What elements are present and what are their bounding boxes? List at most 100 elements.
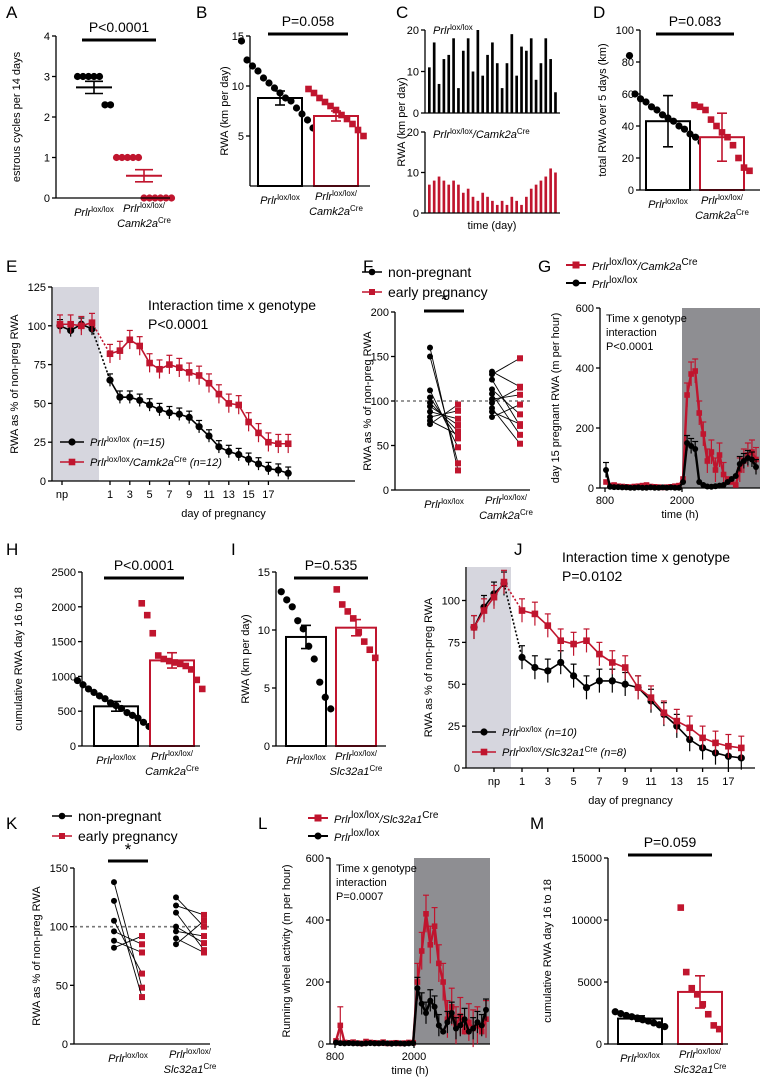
legend-label: non-pregnant [78, 808, 161, 824]
data-point [583, 637, 590, 644]
data-point [265, 79, 273, 87]
pair-line [113, 930, 143, 945]
gene-label-part: lox/lox/ [352, 749, 378, 758]
data-point [345, 1040, 352, 1047]
legend-label: early pregnancy [388, 284, 488, 300]
gene-label-part: Prlr [701, 195, 719, 207]
x-tick-label: 1 [519, 776, 525, 788]
data-point [544, 622, 552, 629]
x-tick-label: 7 [596, 776, 602, 788]
gene-label-part: Cre [186, 764, 199, 773]
gene-label: Prlrlox/lox [620, 1051, 660, 1066]
data-point [478, 1022, 485, 1029]
data-point [675, 484, 682, 491]
y-tick-label: 10 [407, 67, 419, 79]
data-point [729, 141, 737, 149]
data-point [90, 688, 98, 697]
data-point [195, 423, 203, 431]
data-point [436, 960, 442, 967]
data-point [455, 407, 461, 414]
y-tick-label: 0 [40, 476, 46, 488]
y-tick-label: 5 [264, 683, 270, 695]
data-point [675, 122, 683, 130]
p-value: P=0.059 [644, 834, 697, 850]
data-point [621, 680, 629, 688]
gene-label-part: lox/lox/ [502, 493, 528, 502]
y-tick-label: 4 [44, 31, 50, 43]
data-point [337, 1022, 344, 1029]
data-point [453, 1025, 459, 1032]
y-tick-label: 2500 [52, 567, 76, 579]
p-value: P=0.083 [669, 13, 722, 29]
data-point [710, 1022, 718, 1029]
legend-marker [68, 458, 76, 466]
data-point [79, 72, 87, 81]
gene-label-part: lox/lox/ [332, 189, 358, 198]
pair-line [429, 397, 459, 439]
y-tick-label: 100 [616, 25, 634, 37]
bar [505, 204, 509, 213]
data-point [254, 67, 262, 75]
annotation-text: Interaction time x genotype [148, 297, 316, 313]
data-point [715, 1025, 723, 1033]
bar [437, 83, 441, 113]
gene-label-part: Prlr [620, 1053, 638, 1065]
y-tick-label: 75 [448, 637, 460, 649]
data-point [138, 600, 146, 607]
data-point [455, 428, 461, 435]
pair-line [491, 404, 521, 418]
data-point [73, 676, 82, 685]
data-point [201, 949, 207, 956]
gene-label-part: /Camk2a [636, 261, 681, 273]
x-tick-label: 800 [596, 495, 614, 507]
data-point [360, 132, 367, 140]
data-point [603, 479, 609, 485]
y-axis-label: total RWA over 5 days (km) [597, 43, 609, 176]
data-point [245, 455, 253, 463]
gene-label: Prlrlox/lox/ [123, 201, 166, 216]
data-point [427, 344, 433, 351]
gene-label-part: lox/lox [450, 23, 473, 32]
data-point [489, 390, 495, 397]
data-point [466, 1019, 472, 1026]
data-point [167, 194, 176, 202]
y-tick-label: 10 [232, 81, 244, 93]
data-point [489, 376, 495, 383]
x-tick-label: 11 [645, 776, 656, 788]
data-point [609, 659, 616, 666]
pair-line [113, 920, 143, 974]
data-point [517, 401, 523, 408]
bar [476, 30, 480, 113]
pair-line [491, 371, 521, 388]
y-tick-label: 0 [62, 1039, 68, 1051]
data-point [201, 923, 207, 930]
data-point [176, 660, 184, 668]
y-tick-label: 40 [622, 121, 634, 133]
data-point [410, 1040, 417, 1047]
data-point [95, 72, 104, 81]
data-point [349, 120, 356, 128]
bar [495, 63, 499, 113]
y-tick-label: 200 [576, 423, 594, 435]
data-point [243, 56, 251, 64]
data-point [489, 386, 495, 393]
gene-label-part: Prlr [502, 747, 520, 759]
gene-label-part: Camk2a [695, 210, 736, 222]
bar [461, 192, 465, 213]
data-point [393, 1040, 399, 1047]
data-point [143, 611, 151, 619]
data-point [455, 431, 461, 438]
data-point [129, 153, 137, 162]
pair-line [429, 420, 459, 436]
legend-marker [368, 268, 376, 276]
data-point [470, 624, 478, 631]
data-point [435, 1022, 442, 1029]
data-point [255, 429, 262, 437]
data-point [465, 1028, 472, 1035]
pair-line [429, 390, 459, 448]
y-tick-label: 600 [576, 303, 594, 315]
gene-label-part: /Camk2a [472, 129, 517, 141]
legend-marker [480, 728, 488, 736]
gene-label-part: Cre [350, 204, 363, 213]
panel-G: G 0 200 400 600 day 15 pregnant RWA (m per ho… [538, 257, 760, 521]
